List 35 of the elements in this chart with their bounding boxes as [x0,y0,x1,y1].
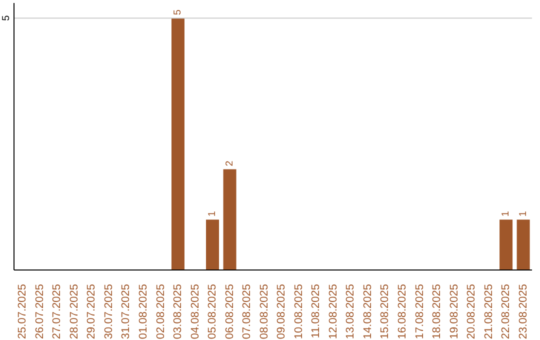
x-tick-label: 25.07.2025 [16,284,29,340]
x-tick-label: 16.08.2025 [396,284,408,340]
x-tick-label: 01.08.2025 [138,284,150,340]
x-tick-label: 20.08.2025 [466,284,478,340]
x-tick-label: 26.07.2025 [34,284,46,340]
x-tick-label: 22.08.2025 [500,284,512,340]
x-tick-label: 11.08.2025 [310,284,322,338]
x-tick-label: 31.07.2025 [120,284,132,340]
x-tick-label: 23.08.2025 [517,284,530,340]
data-label: 1 [518,210,529,217]
x-tick-label: 15.08.2025 [379,284,392,340]
x-tick-label: 06.08.2025 [224,284,236,340]
x-tick-label: 09.08.2025 [276,284,288,340]
x-tick-label: 27.07.2025 [51,284,64,340]
x-tick-label: 08.08.2025 [258,284,270,340]
x-tick-label: 10.08.2025 [292,284,305,340]
x-tick-label: 28.07.2025 [68,284,80,340]
x-tick-label: 04.08.2025 [189,284,202,340]
x-tick-label: 18.08.2025 [431,284,444,340]
data-label: 1 [207,210,218,217]
x-tick-label: 17.08.2025 [414,284,426,340]
x-tick-label: 03.08.2025 [172,284,184,340]
x-tick-label: 02.08.2025 [154,284,167,340]
data-label: 2 [224,160,236,166]
x-tick-label: 30.07.2025 [102,284,115,340]
data-label: 1 [500,210,512,217]
data-label: 5 [172,9,184,16]
x-tick-label: 13.08.2025 [344,284,357,340]
x-tick-label: 14.08.2025 [362,284,374,340]
x-tick-label: 19.08.2025 [448,284,460,340]
x-tick-label: 07.08.2025 [241,284,254,340]
x-tick-label: 12.08.2025 [327,284,340,340]
x-tick-label: 21.08.2025 [482,284,495,340]
x-tick-label: 29.07.2025 [86,284,98,340]
x-tick-label: 05.08.2025 [206,284,219,340]
